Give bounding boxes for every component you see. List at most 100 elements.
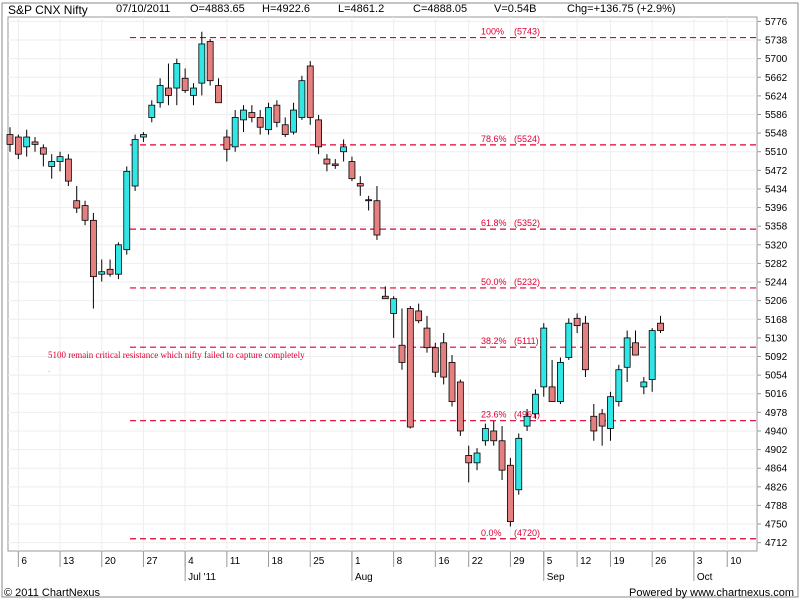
candle-body-down — [348, 161, 356, 180]
candle — [406, 306, 414, 429]
candle-body-down — [281, 124, 289, 135]
candle — [23, 129, 31, 157]
y-tick-label: 5472 — [765, 166, 788, 177]
candle — [256, 110, 264, 135]
candle — [340, 139, 348, 162]
y-tick-label: 5130 — [765, 333, 788, 344]
x-tick-label: 22 — [472, 556, 484, 567]
candle — [582, 315, 589, 378]
candle — [590, 404, 598, 441]
x-tick-label: 1 — [355, 556, 361, 567]
fib-value-label: (5743) — [514, 27, 540, 37]
candle-body-down — [90, 219, 97, 278]
x-tick-label: 26 — [655, 556, 667, 567]
candle-body-up — [156, 85, 164, 104]
candle-body-down — [465, 455, 473, 464]
candle — [190, 83, 197, 106]
plot-area[interactable] — [7, 16, 758, 552]
fib-label: 38.2% — [481, 336, 507, 346]
y-tick-label: 5358 — [765, 222, 788, 233]
powered-by-link[interactable]: Powered by www.chartnexus.com — [629, 587, 795, 599]
y-tick-label: 5700 — [765, 54, 788, 65]
candle — [381, 286, 389, 300]
candle-body-down — [431, 347, 439, 373]
fib-value-label: (5232) — [514, 277, 540, 287]
candle-body-down — [356, 183, 364, 187]
candle-body-down — [381, 295, 389, 300]
fib-value-label: (5524) — [514, 134, 540, 144]
y-tick-label: 4826 — [765, 482, 788, 493]
candle — [31, 137, 39, 152]
candle — [532, 389, 539, 419]
candle-body-down — [6, 134, 14, 145]
x-tick-label: 25 — [313, 556, 325, 567]
candle-body-up — [648, 330, 656, 380]
candle — [215, 78, 222, 104]
y-tick-label: 4750 — [765, 520, 788, 531]
candle-body-down — [14, 136, 22, 155]
candle — [540, 323, 548, 397]
candle-body-down — [64, 158, 72, 182]
candle-body-down — [39, 147, 47, 155]
candle-body-up — [481, 428, 489, 442]
y-tick-label: 5320 — [765, 240, 788, 251]
candle — [90, 212, 97, 309]
y-tick-label: 4978 — [765, 408, 788, 419]
candle-body-up — [131, 139, 139, 187]
y-tick-label: 5396 — [765, 203, 788, 214]
x-tick-label: 18 — [272, 556, 284, 567]
fib-label: 50.0% — [481, 277, 507, 287]
candle — [140, 132, 147, 142]
candle-body-up — [148, 104, 156, 118]
y-tick-label: 4940 — [765, 426, 788, 437]
fib-value-label: (5111) — [514, 336, 539, 346]
candle — [573, 313, 581, 333]
candle — [523, 408, 531, 431]
candle — [231, 110, 239, 152]
candle-body-up — [290, 109, 297, 133]
candle — [273, 100, 281, 128]
candle — [440, 332, 448, 385]
x-tick-label: 6 — [21, 556, 27, 567]
x-tick-label: 3 — [697, 556, 703, 567]
candle — [148, 100, 156, 123]
candle-body-up — [523, 415, 531, 427]
y-tick-label: 5548 — [765, 129, 788, 140]
x-tick-label: 13 — [63, 556, 75, 567]
candle-body-down — [365, 199, 373, 202]
candle — [548, 359, 556, 402]
candle-body-up — [56, 156, 64, 162]
candle-body-down — [456, 381, 464, 432]
candle-body-down — [598, 413, 606, 427]
candle-body-up — [532, 393, 539, 415]
copyright-text: © 2011 ChartNexus — [4, 587, 100, 599]
candle — [348, 156, 356, 182]
candle — [632, 330, 639, 356]
candle-body-up — [623, 337, 631, 368]
candle-body-down — [423, 327, 431, 349]
candle — [115, 242, 122, 280]
candle-body-down — [406, 308, 414, 428]
candle-body-down — [81, 205, 89, 221]
x-tick-label: 10 — [730, 556, 742, 567]
candle — [198, 31, 206, 96]
annotation-text: 5100 remain critical resistance which ni… — [48, 350, 305, 360]
y-tick-label: 5738 — [765, 36, 788, 47]
y-tick-label: 5016 — [765, 389, 788, 400]
candle-body-down — [248, 112, 256, 118]
candle-body-down — [256, 117, 264, 128]
candle-body-down — [573, 317, 581, 327]
candle — [373, 186, 381, 240]
candle-body-up — [240, 109, 247, 121]
candle-body-down — [448, 361, 456, 402]
candle — [223, 129, 231, 162]
quote-date: 07/10/2011 — [116, 3, 171, 15]
candle-body-down — [106, 268, 114, 275]
candle — [648, 328, 656, 392]
candle — [64, 154, 72, 187]
fib-value-label: (5352) — [514, 218, 540, 228]
candle — [506, 457, 514, 527]
y-tick-label: 4788 — [765, 501, 788, 512]
candle — [448, 355, 456, 407]
candle — [131, 134, 139, 191]
